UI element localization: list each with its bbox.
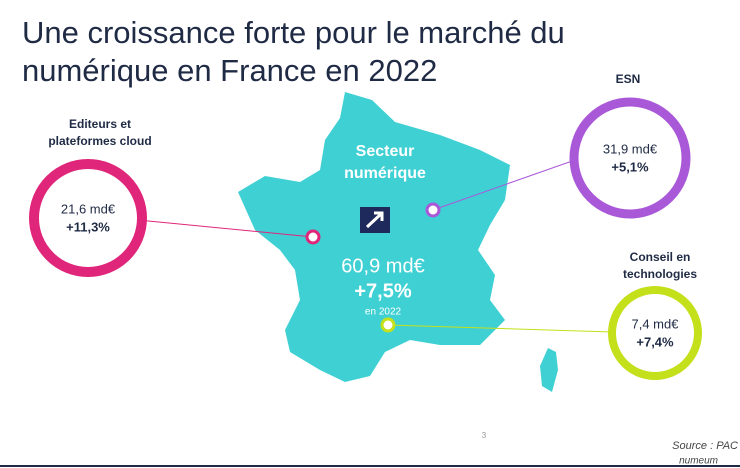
title-line: Une croissance forte pour le marché du: [22, 15, 565, 50]
corsica: [540, 348, 558, 392]
source: Source : PAC: [672, 440, 738, 452]
connector: [432, 159, 576, 211]
segment-ring: [29, 159, 147, 277]
segment-label: plateformes cloud: [48, 134, 151, 148]
segment-growth: +5,1%: [611, 159, 649, 174]
connector: [387, 324, 613, 333]
center-period: en 2022: [365, 307, 402, 318]
france-map: [238, 92, 510, 382]
dot: [305, 229, 321, 245]
growth-arrow: [365, 211, 384, 229]
dot: [380, 317, 396, 333]
segment-label: ESN: [616, 72, 641, 86]
page-number: 3: [482, 431, 487, 440]
segment-amount: 31,9 md€: [603, 141, 658, 156]
segment-label: Editeurs et: [69, 117, 131, 131]
segment-label: Conseil en: [630, 250, 691, 264]
connector: [137, 219, 314, 238]
center-growth: +7,5%: [354, 280, 411, 302]
segment-ring: [569, 97, 691, 219]
segment-amount: 7,4 md€: [632, 316, 680, 331]
center-label: numérique: [344, 165, 426, 182]
segment-label: technologies: [623, 267, 697, 281]
segment-ring: [608, 286, 702, 380]
source: numeum: [679, 456, 718, 467]
segment-growth: +7,4%: [636, 334, 674, 349]
segment-amount: 21,6 md€: [61, 201, 116, 216]
segment-growth: +11,3%: [66, 219, 110, 234]
title-line: numérique en France en 2022: [22, 53, 437, 88]
center-amount: 60,9 md€: [341, 255, 424, 277]
center-label: Secteur: [356, 143, 415, 160]
dot: [425, 202, 441, 218]
